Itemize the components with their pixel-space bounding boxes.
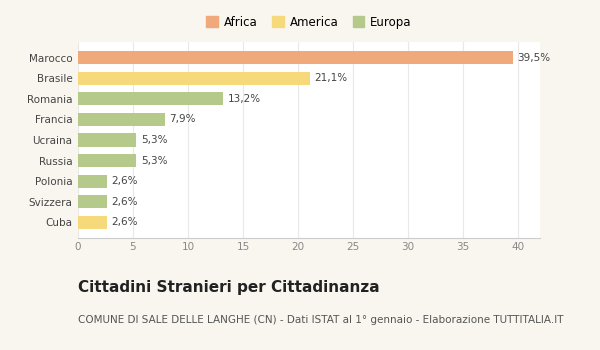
Text: 5,3%: 5,3% bbox=[140, 135, 167, 145]
Bar bbox=[78, 113, 165, 126]
Text: 2,6%: 2,6% bbox=[111, 197, 137, 207]
Legend: Africa, America, Europa: Africa, America, Europa bbox=[203, 12, 415, 32]
Bar bbox=[78, 175, 107, 188]
Bar bbox=[78, 51, 512, 64]
Text: 5,3%: 5,3% bbox=[140, 156, 167, 166]
Bar bbox=[78, 71, 310, 85]
Bar bbox=[78, 154, 136, 167]
Bar bbox=[78, 216, 107, 229]
Bar bbox=[78, 92, 223, 105]
Bar bbox=[78, 133, 136, 147]
Text: 39,5%: 39,5% bbox=[517, 52, 550, 63]
Text: 2,6%: 2,6% bbox=[111, 217, 137, 228]
Text: 21,1%: 21,1% bbox=[314, 73, 347, 83]
Text: Cittadini Stranieri per Cittadinanza: Cittadini Stranieri per Cittadinanza bbox=[78, 280, 380, 295]
Text: 13,2%: 13,2% bbox=[227, 94, 261, 104]
Text: 2,6%: 2,6% bbox=[111, 176, 137, 186]
Bar bbox=[78, 195, 107, 209]
Text: COMUNE DI SALE DELLE LANGHE (CN) - Dati ISTAT al 1° gennaio - Elaborazione TUTTI: COMUNE DI SALE DELLE LANGHE (CN) - Dati … bbox=[78, 315, 563, 325]
Text: 7,9%: 7,9% bbox=[169, 114, 196, 124]
